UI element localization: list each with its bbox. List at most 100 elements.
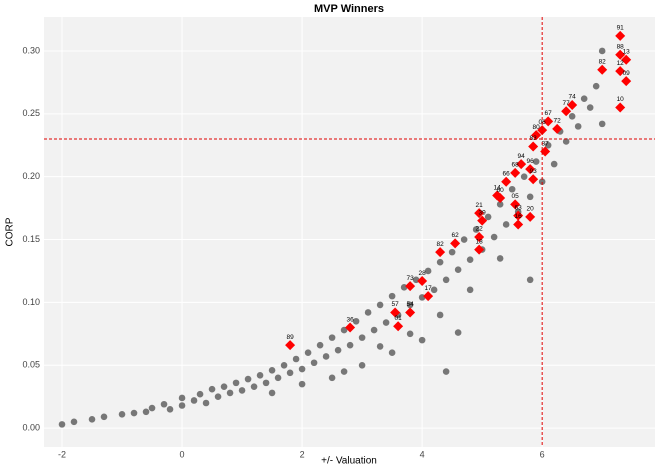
point-label: 17 bbox=[425, 285, 433, 292]
mvp-point bbox=[525, 211, 536, 222]
point-label: 94 bbox=[518, 153, 526, 160]
point bbox=[220, 383, 228, 390]
point-label: 36 bbox=[346, 316, 354, 323]
point bbox=[130, 409, 138, 417]
mvp-point bbox=[552, 123, 563, 134]
mvp-point bbox=[615, 30, 626, 41]
point bbox=[526, 276, 534, 284]
point bbox=[238, 387, 246, 394]
mvp-point bbox=[531, 130, 542, 141]
point bbox=[334, 346, 342, 354]
point bbox=[88, 416, 96, 423]
mvp-point bbox=[528, 141, 539, 152]
mvp-point bbox=[561, 106, 572, 117]
point bbox=[256, 372, 264, 379]
point-label: 77 bbox=[563, 100, 571, 107]
y-tick-label: 0.15 bbox=[22, 234, 40, 244]
point bbox=[214, 393, 222, 401]
point-label: 10 bbox=[617, 96, 625, 103]
point bbox=[322, 353, 330, 360]
point bbox=[508, 185, 516, 193]
point-label: 22 bbox=[476, 226, 484, 233]
point-label: 13 bbox=[623, 48, 631, 55]
mvp-point bbox=[477, 215, 488, 226]
mvp-point bbox=[513, 210, 524, 221]
point bbox=[466, 256, 474, 263]
mvp-point bbox=[516, 159, 527, 170]
point-label: 89 bbox=[286, 334, 294, 341]
point-label: 62 bbox=[452, 232, 460, 239]
point bbox=[454, 329, 462, 336]
mvp-point bbox=[417, 276, 428, 287]
point-label: 93 bbox=[530, 168, 538, 175]
y-tick-label: 0.30 bbox=[22, 45, 40, 55]
point-label: 12 bbox=[617, 60, 625, 67]
point bbox=[178, 402, 186, 409]
point bbox=[598, 47, 606, 55]
point bbox=[436, 311, 444, 319]
mvp-point bbox=[285, 340, 296, 351]
mvp-point bbox=[597, 64, 608, 75]
point bbox=[340, 326, 348, 334]
mvp-point bbox=[525, 164, 536, 175]
point-label: 63 bbox=[515, 204, 523, 211]
mvp-point bbox=[528, 174, 539, 185]
point bbox=[148, 404, 156, 412]
mvp-point bbox=[390, 307, 401, 318]
point-label: 73 bbox=[407, 275, 415, 282]
point bbox=[484, 213, 492, 221]
mvp-point bbox=[615, 66, 626, 77]
point bbox=[370, 326, 378, 334]
point bbox=[166, 405, 174, 413]
point bbox=[532, 158, 540, 165]
x-tick-label: -2 bbox=[58, 449, 66, 459]
point-label: 16 bbox=[515, 213, 523, 220]
point bbox=[352, 317, 360, 325]
point bbox=[460, 236, 468, 243]
point-label: 57 bbox=[391, 301, 399, 308]
point bbox=[328, 374, 336, 382]
mvp-point bbox=[435, 247, 446, 258]
y-tick-label: 0.25 bbox=[22, 108, 40, 118]
point bbox=[190, 397, 198, 404]
point bbox=[586, 104, 594, 111]
point bbox=[310, 359, 318, 367]
point bbox=[436, 258, 444, 266]
point bbox=[358, 361, 366, 369]
x-tick-label: 0 bbox=[180, 449, 185, 459]
y-axis-title: CORP bbox=[5, 217, 16, 246]
mvp-point bbox=[474, 208, 485, 219]
point bbox=[382, 319, 390, 326]
point bbox=[274, 374, 282, 382]
point bbox=[262, 379, 270, 387]
point bbox=[280, 361, 288, 369]
point bbox=[202, 399, 210, 407]
point bbox=[520, 173, 528, 180]
point bbox=[580, 95, 588, 103]
point-label: 54 bbox=[407, 301, 415, 308]
point-label: 14 bbox=[494, 184, 502, 191]
point bbox=[442, 276, 450, 284]
plot-panel bbox=[44, 17, 655, 447]
point bbox=[406, 301, 414, 309]
point-label: 83 bbox=[530, 135, 538, 142]
point-label: 18 bbox=[476, 238, 484, 245]
point bbox=[160, 400, 168, 408]
chart-title: MVP Winners bbox=[314, 3, 384, 15]
point bbox=[298, 380, 306, 388]
point bbox=[376, 343, 384, 350]
x-tick-label: 6 bbox=[540, 449, 545, 459]
point bbox=[418, 336, 426, 344]
y-tick-label: 0.00 bbox=[22, 423, 40, 433]
mvp-point bbox=[615, 102, 626, 113]
mvp-point bbox=[405, 307, 416, 318]
point-label: 21 bbox=[476, 202, 484, 209]
y-tick-label: 0.05 bbox=[22, 360, 40, 370]
point bbox=[592, 82, 600, 90]
point-label: 72 bbox=[554, 118, 562, 125]
mvp-point bbox=[621, 54, 632, 65]
mvp-point bbox=[393, 321, 404, 332]
point bbox=[208, 385, 216, 393]
point bbox=[364, 309, 372, 316]
